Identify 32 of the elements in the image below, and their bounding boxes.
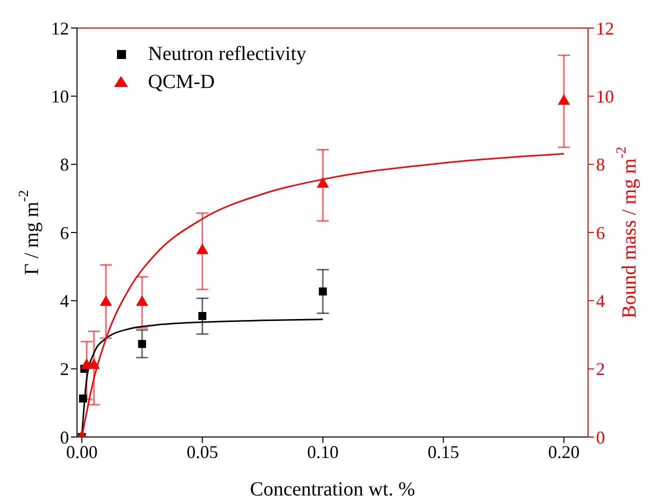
legend-label: Neutron reflectivity bbox=[148, 42, 306, 67]
point bbox=[318, 287, 327, 296]
x-axis-title: Concentration wt. % bbox=[250, 478, 415, 500]
point bbox=[136, 295, 148, 306]
y2-tick-label: 10 bbox=[596, 86, 614, 107]
y2-tick-label: 2 bbox=[596, 359, 605, 380]
point bbox=[558, 94, 570, 105]
y-tick-label: 12 bbox=[51, 18, 69, 38]
y2-tick-label: 0 bbox=[596, 427, 605, 448]
x-tick-label: 0.10 bbox=[307, 442, 339, 462]
x-tick-label: 0.05 bbox=[186, 442, 218, 462]
y-tick-label: 2 bbox=[60, 359, 69, 380]
x-tick-label: 0.20 bbox=[548, 442, 580, 462]
y-tick-label: 8 bbox=[60, 154, 69, 175]
point bbox=[100, 295, 112, 306]
point bbox=[198, 312, 206, 320]
x-tick-label: 0.00 bbox=[66, 442, 98, 462]
y2-tick-label: 12 bbox=[596, 18, 614, 38]
point bbox=[138, 340, 146, 348]
y2-tick-label: 4 bbox=[596, 291, 605, 312]
y-tick-label: 0 bbox=[60, 427, 69, 448]
point bbox=[316, 177, 329, 188]
x-tick-label: 0.15 bbox=[428, 442, 460, 462]
legend-label: QCM-D bbox=[148, 70, 215, 95]
point bbox=[196, 244, 208, 254]
point bbox=[88, 358, 100, 369]
y-tick-label: 10 bbox=[51, 86, 69, 107]
y-tick-label: 6 bbox=[60, 222, 69, 243]
point bbox=[79, 394, 88, 402]
y2-tick-label: 8 bbox=[596, 154, 605, 175]
y-tick-label: 4 bbox=[60, 291, 69, 312]
y2-tick-label: 6 bbox=[596, 222, 605, 243]
